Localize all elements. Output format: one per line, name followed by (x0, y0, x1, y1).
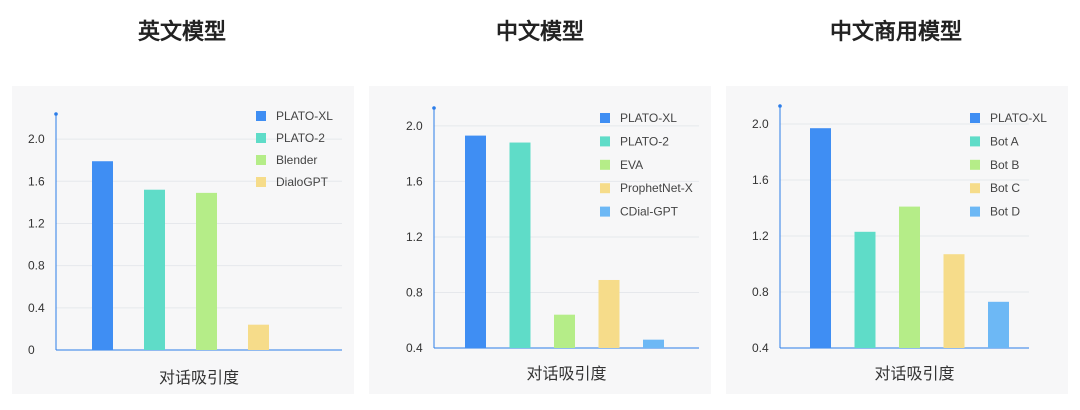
y-tick-label: 0.8 (28, 259, 45, 273)
legend-swatch (256, 177, 266, 187)
y-tick-label: 1.6 (406, 174, 423, 188)
bar-bot-c (943, 254, 965, 348)
legend-label: Bot A (990, 134, 1019, 148)
legend-label: PLATO-2 (620, 134, 669, 148)
bar-plato-xl (810, 128, 831, 348)
y-tick-label: 1.2 (752, 229, 769, 243)
y-tick-label: 2.0 (28, 132, 45, 146)
y-axis-tip (432, 106, 436, 110)
legend-label: Bot C (990, 181, 1020, 195)
bar-plato-2 (509, 142, 531, 348)
legend-swatch (970, 159, 980, 170)
legend-swatch (256, 111, 266, 121)
bar-bot-b (899, 206, 920, 348)
legend-label: ProphetNet-X (620, 181, 693, 195)
x-axis-label: 对话吸引度 (159, 368, 239, 387)
y-tick-label: 0.8 (752, 285, 769, 299)
y-tick-label: 0.4 (28, 301, 45, 315)
legend-label: EVA (620, 158, 643, 172)
chart-panel-english: 0 0.4 0.8 1.2 1.6 2.0 PLATO-XL PLATO-2 Blender Di… (12, 86, 354, 394)
chart-title-chinese-commercial: 中文商用模型 (829, 20, 962, 45)
y-tick-label: 0.4 (752, 341, 769, 355)
legend-swatch (256, 133, 266, 143)
y-tick-label: 1.2 (406, 230, 423, 244)
chart-chinese: 0.4 0.8 1.2 1.6 2.0 PLATO-XL PLATO-2 EVA Prophet… (406, 106, 699, 383)
legend-swatch (600, 206, 610, 217)
legend-swatch (970, 136, 980, 147)
legend-label: PLATO-XL (620, 111, 677, 125)
y-tick-label: 0.8 (406, 285, 423, 299)
chart-english: 0 0.4 0.8 1.2 1.6 2.0 PLATO-XL PLATO-2 Blender Di… (28, 109, 342, 387)
y-tick-label: 0 (28, 343, 35, 357)
y-tick-label: 1.6 (28, 174, 45, 188)
bar-cdial-gpt (643, 339, 664, 348)
x-axis-label: 对话吸引度 (874, 364, 954, 383)
legend-label: PLATO-XL (990, 111, 1047, 125)
legend-label: Bot B (990, 158, 1019, 172)
legend-label: Bot D (990, 205, 1020, 219)
legend-label: PLATO-2 (276, 131, 325, 145)
y-axis-tip (778, 104, 782, 108)
y-tick-label: 0.4 (406, 341, 423, 355)
bar-bot-a (854, 231, 876, 348)
y-tick-label: 1.6 (752, 173, 769, 187)
legend-swatch (970, 113, 980, 123)
chart-panel-chinese: 0.4 0.8 1.2 1.6 2.0 PLATO-XL PLATO-2 EVA Prophet… (369, 86, 711, 394)
legend-swatch (600, 159, 610, 170)
bar-bot-d (988, 301, 1009, 348)
bar-prophetnet-x (598, 279, 620, 348)
bar-dialogpt (248, 324, 269, 350)
chart-chinese-commercial: 0.4 0.8 1.2 1.6 2.0 PLATO-XL Bot A Bot B Bot C Bo… (752, 104, 1047, 383)
legend-swatch (600, 136, 610, 147)
bar-plato-xl (465, 135, 486, 348)
legend-label: CDial-GPT (620, 205, 679, 219)
y-axis-tip (54, 112, 58, 116)
legend-label: PLATO-XL (276, 109, 333, 123)
x-axis-label: 对话吸引度 (526, 364, 606, 383)
legend-swatch (970, 183, 980, 194)
legend-swatch (600, 183, 610, 194)
chart-title-chinese: 中文模型 (495, 20, 584, 45)
bar-eva (554, 314, 575, 348)
legend-label: DialoGPT (276, 175, 329, 189)
y-tick-label: 1.2 (28, 216, 45, 230)
bar-plato-2 (144, 189, 165, 350)
legend-swatch (970, 206, 980, 217)
legend-swatch (256, 155, 266, 165)
legend-swatch (600, 113, 610, 123)
bar-plato-xl (92, 161, 113, 350)
chart-title-english: 英文模型 (137, 20, 226, 45)
y-tick-label: 2.0 (406, 119, 423, 133)
bar-blender (196, 192, 217, 350)
chart-panel-chinese-commercial: 0.4 0.8 1.2 1.6 2.0 PLATO-XL Bot A Bot B Bot C Bo… (726, 86, 1068, 394)
legend-label: Blender (276, 153, 317, 167)
y-tick-label: 2.0 (752, 117, 769, 131)
